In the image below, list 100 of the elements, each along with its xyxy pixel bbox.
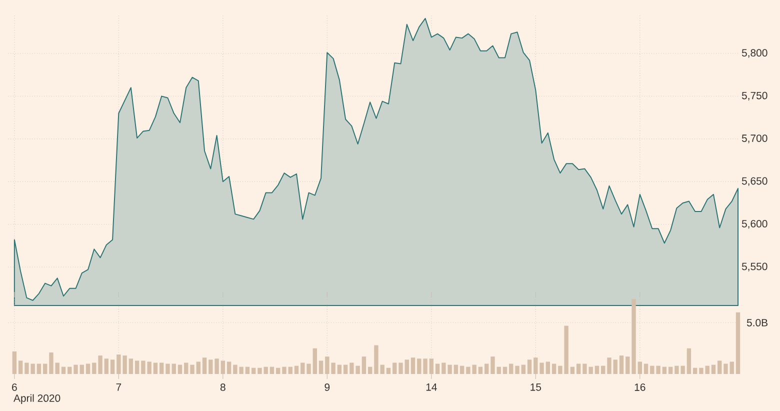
bar xyxy=(190,364,194,374)
bar xyxy=(478,366,483,374)
x-tick-label: 8 xyxy=(220,384,226,391)
bar xyxy=(410,358,416,374)
x-tick-label: 7 xyxy=(116,384,122,391)
bar xyxy=(134,360,140,374)
bar xyxy=(184,362,188,374)
bar xyxy=(276,368,280,374)
bar xyxy=(42,364,48,374)
bar xyxy=(490,356,495,374)
bar xyxy=(374,345,378,374)
bar xyxy=(705,366,710,374)
bar xyxy=(626,356,630,374)
bar xyxy=(386,368,391,374)
bar xyxy=(55,362,60,374)
bar xyxy=(166,364,170,374)
bar xyxy=(251,368,256,374)
bar xyxy=(337,364,342,374)
bar xyxy=(343,364,348,374)
bar xyxy=(699,368,704,374)
y-tick-label: 5,750 xyxy=(742,92,768,100)
bar xyxy=(68,366,72,374)
bar xyxy=(496,366,501,374)
bar xyxy=(460,366,464,374)
x-tick-label: 15 xyxy=(530,384,542,391)
bar xyxy=(527,360,532,374)
bar xyxy=(220,360,226,374)
x-tick-label: 9 xyxy=(324,384,330,391)
bar xyxy=(502,366,508,374)
y-tick-label: 5.0B xyxy=(746,318,768,326)
x-tick-label: 16 xyxy=(634,384,646,391)
bar xyxy=(80,364,84,374)
bar xyxy=(153,362,158,374)
bar xyxy=(318,360,324,374)
bar xyxy=(104,358,109,374)
y-tick-label: 5,650 xyxy=(742,177,768,186)
bar xyxy=(454,364,458,374)
bar xyxy=(398,362,403,374)
text: April 2020 xyxy=(14,394,60,404)
bar xyxy=(392,362,397,374)
bar xyxy=(509,364,514,374)
bar xyxy=(288,366,292,374)
bar xyxy=(521,364,526,374)
bar xyxy=(423,358,428,374)
bar xyxy=(515,366,520,374)
bar xyxy=(718,360,722,374)
bar xyxy=(306,364,311,374)
bar xyxy=(644,364,648,374)
bar xyxy=(226,362,232,374)
bar xyxy=(18,360,23,374)
bar xyxy=(711,364,716,374)
bar xyxy=(632,299,636,374)
bar xyxy=(282,366,286,374)
bar xyxy=(362,356,366,374)
bar xyxy=(552,364,556,374)
bar xyxy=(686,348,692,374)
bar xyxy=(724,364,728,374)
bar xyxy=(110,360,115,374)
bar xyxy=(730,362,734,374)
y-tick-label: 5,800 xyxy=(742,49,768,58)
bar xyxy=(546,362,550,374)
bar xyxy=(196,362,200,374)
bar xyxy=(86,364,90,374)
bar xyxy=(429,358,434,374)
bar xyxy=(662,366,667,374)
bar xyxy=(736,312,740,374)
bar xyxy=(128,358,134,374)
bar xyxy=(294,366,299,374)
bar xyxy=(300,362,305,374)
bar xyxy=(417,358,422,374)
bar xyxy=(484,364,489,374)
bar xyxy=(270,366,274,374)
bar xyxy=(613,360,618,374)
bar xyxy=(12,351,17,374)
bar xyxy=(245,366,250,374)
bar xyxy=(160,362,164,374)
bar xyxy=(74,364,78,374)
bar xyxy=(61,366,66,374)
bar xyxy=(570,366,575,374)
bar xyxy=(692,368,698,374)
x-tick-label: 14 xyxy=(426,384,437,391)
bar xyxy=(404,360,409,374)
bar xyxy=(607,358,612,374)
bar xyxy=(638,362,642,374)
bar xyxy=(312,348,317,374)
bar xyxy=(576,364,581,374)
bar xyxy=(380,364,384,374)
bar xyxy=(178,364,182,374)
bar xyxy=(202,358,207,374)
bar xyxy=(49,352,54,374)
bar xyxy=(36,364,42,374)
y-tick-label: 5,550 xyxy=(742,262,768,272)
bar xyxy=(435,364,440,374)
bar xyxy=(594,366,600,374)
bar xyxy=(601,366,606,374)
y-tick-label: 5,700 xyxy=(742,134,768,144)
y-tick-label: 5,600 xyxy=(742,220,768,229)
bar xyxy=(668,366,673,374)
x-tick-label: 6 xyxy=(12,384,17,391)
bar xyxy=(619,356,624,374)
